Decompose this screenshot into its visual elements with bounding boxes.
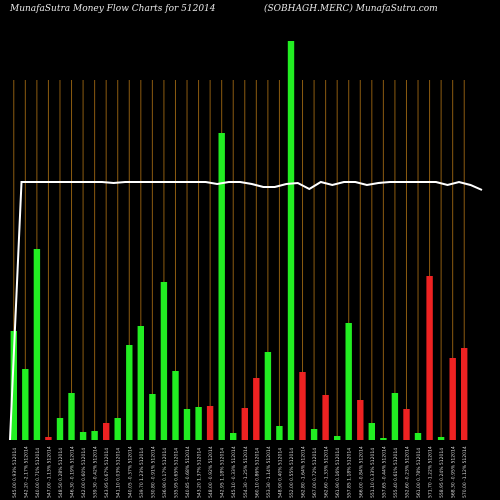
money-flow-line: [9, 180, 483, 441]
bar-label: 560.10 0.86% 512014: [254, 448, 260, 498]
money-flow-bar: [183, 409, 191, 440]
money-flow-bar: [137, 326, 144, 440]
money-flow-bar: [357, 400, 364, 440]
bar-label: 567.00 0.72% 512014: [312, 448, 318, 498]
grid-lines: [13, 80, 465, 440]
bar-label: 542.20 -2.17% 512014: [23, 446, 29, 498]
money-flow-bar: [218, 133, 225, 440]
money-flow-bar: [79, 432, 87, 440]
money-flow-bar: [206, 406, 214, 440]
money-flow-bar: [310, 429, 318, 440]
bar-label: 562.60 -1.33% 512014: [324, 446, 330, 498]
money-flow-bar: [368, 423, 375, 440]
money-flow-bar: [449, 358, 456, 440]
money-flow-bar: [10, 331, 17, 440]
money-flow-bar: [56, 418, 64, 440]
money-flow-bar: [195, 407, 202, 440]
money-flow-bars: [10, 41, 468, 440]
money-flow-bar: [345, 323, 352, 440]
money-flow-bar: [276, 426, 283, 440]
bar-label: 542.95 1.18% 512014: [220, 448, 226, 498]
bar-label: 536.90 0.17% 512014: [162, 448, 168, 498]
bar-label: 540.05 -0.37% 512014: [127, 446, 133, 498]
bar-label: 542.00 0.60% 512014: [81, 448, 87, 498]
chart-subtitle: (SOBHAGH.MERC) MunafaSutra.com: [264, 4, 438, 14]
money-flow-bar: [114, 418, 121, 440]
bar-label: 557.65 -0.44% 512014: [381, 446, 387, 498]
bar-label: 539.70 1.23% 512014: [139, 448, 145, 498]
money-flow-bar: [241, 408, 248, 440]
bar-label: 551.10 0.33% 512014: [370, 448, 376, 498]
bar-label: 548.00 -0.92% 512014: [208, 446, 214, 498]
bar-label: 539.30 -0.42% 512014: [93, 446, 99, 498]
bar-label: 548.50 0.28% 512014: [58, 448, 64, 498]
bar-label: 535.95 0.65% 512014: [174, 448, 180, 498]
bar-label: 545.00 0.93% 512014: [12, 448, 18, 498]
bar-label: 557.85 1.18% 512014: [347, 448, 353, 498]
bar-label: 558.95 0.24% 512014: [439, 448, 445, 498]
bar-label: 553.30 -1.14% 512014: [266, 446, 272, 498]
money-flow-bar: [172, 371, 179, 440]
money-flow-bar: [461, 348, 468, 440]
bar-label: 570.00 -1.12% 512014: [462, 446, 468, 498]
bar-label: 545.10 -0.33% 512014: [231, 446, 237, 498]
money-flow-bar: [230, 433, 237, 440]
money-flow-bar: [426, 276, 433, 440]
money-flow-bar: [391, 393, 399, 440]
bar-label: 546.30 -0.19% 512014: [70, 446, 76, 498]
bar-label: 543.20 1.37% 512014: [197, 448, 203, 498]
money-flow-bar: [287, 41, 295, 440]
bar-label: 530.80 -0.91% 512014: [150, 446, 156, 498]
money-flow-bar: [437, 437, 445, 440]
money-flow-bar: [33, 249, 41, 440]
bar-label: 543.95 0.67% 512014: [104, 448, 110, 498]
money-flow-bar: [403, 409, 410, 440]
bar-label: 540.00 0.71% 512014: [35, 448, 41, 498]
bar-label: 541.10 0.03% 512014: [116, 448, 122, 498]
bar-label: 548.90 0.40% 512014: [277, 448, 283, 498]
money-flow-bar: [322, 395, 329, 440]
money-flow-bar: [22, 369, 29, 440]
bar-label: 566.00 -0.84% 512014: [358, 446, 364, 498]
money-flow-bar: [264, 352, 272, 440]
bar-label: 555.40 0.61% 512014: [393, 448, 399, 498]
bar-label: 547.00 -1.13% 512014: [46, 446, 52, 498]
money-flow-bar: [253, 378, 260, 440]
money-flow-bar: [299, 372, 306, 440]
bar-label: 552.60 -0.23% 512014: [405, 446, 411, 498]
bar-label: 554.30 -1.25% 512014: [243, 446, 249, 498]
bar-label: 561.00 0.78% 512014: [416, 448, 422, 498]
money-flow-bar: [380, 438, 387, 440]
bar-label: 568.30 -0.95% 512014: [451, 446, 457, 498]
money-flow-bar: [68, 393, 75, 440]
money-flow-bar: [160, 282, 168, 440]
bar-labels: 545.00 0.93% 512014 542.20 -2.17% 512014 5…: [12, 446, 468, 498]
money-flow-bar: [103, 423, 110, 440]
money-flow-bar: [91, 431, 98, 440]
money-flow-bar: [414, 433, 422, 440]
bar-label: 540.85 -0.68% 512014: [185, 446, 191, 498]
money-flow-bar: [126, 345, 133, 440]
money-flow-bar: [334, 436, 341, 440]
money-flow-bar: [149, 394, 156, 440]
bar-label: 562.80 -1.64% 512014: [301, 446, 307, 498]
money-flow-bar: [45, 437, 52, 440]
chart-title: MunafaSutra Money Flow Charts for 512014: [10, 4, 216, 14]
bar-label: 552.00 0.55% 512014: [289, 448, 295, 498]
bar-label: 571.70 -1.22% 512014: [428, 446, 434, 498]
bar-label: 561.90 0.16% 512014: [335, 448, 341, 498]
